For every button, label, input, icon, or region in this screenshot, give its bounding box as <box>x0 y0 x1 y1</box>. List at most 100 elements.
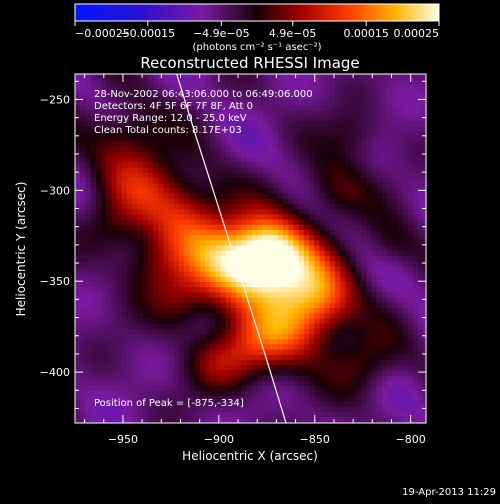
heatmap-cell <box>319 370 326 377</box>
heatmap-cell <box>371 360 378 366</box>
heatmap-cell <box>132 126 138 132</box>
heatmap-cell <box>413 84 419 91</box>
heatmap-cell <box>329 126 336 132</box>
heatmap-cell <box>179 162 185 169</box>
heatmap-cell <box>335 204 341 210</box>
heatmap-cell <box>241 84 248 91</box>
heatmap-cell <box>147 282 154 288</box>
heatmap-cell <box>355 172 362 179</box>
heatmap-cell <box>319 136 326 143</box>
heatmap-cell <box>277 323 284 330</box>
x-tick-label: −900 <box>204 433 234 446</box>
heatmap-cell <box>413 178 419 184</box>
heatmap-cell <box>257 209 263 215</box>
heatmap-cell <box>95 136 102 143</box>
heatmap-cell <box>407 256 414 262</box>
heatmap-cell <box>168 172 175 179</box>
heatmap-cell <box>371 391 378 397</box>
heatmap-cell <box>210 308 216 314</box>
heatmap-cell <box>106 365 112 371</box>
heatmap-cell <box>267 100 274 106</box>
heatmap-cell <box>303 245 310 252</box>
heatmap-cell <box>272 178 279 184</box>
heatmap-cell <box>194 250 201 257</box>
heatmap-cell <box>137 193 144 200</box>
heatmap-cell <box>121 167 128 174</box>
heatmap-cell <box>90 380 97 387</box>
heatmap-cell <box>376 162 383 169</box>
heatmap-cell <box>397 105 404 111</box>
heatmap-cell <box>309 198 315 205</box>
heatmap-cell <box>111 162 118 169</box>
heatmap-cell <box>418 406 424 413</box>
heatmap-cell <box>121 297 128 304</box>
heatmap-cell <box>85 198 92 205</box>
heatmap-cell <box>153 110 159 117</box>
heatmap-cell <box>225 224 232 231</box>
heatmap-cell <box>225 417 232 423</box>
heatmap-cell <box>298 360 305 366</box>
heatmap-cell <box>179 209 185 215</box>
heatmap-cell <box>121 110 128 117</box>
heatmap-cell <box>371 250 378 257</box>
heatmap-cell <box>241 240 248 247</box>
heatmap-cell <box>116 172 123 179</box>
heatmap-cell <box>189 391 196 397</box>
heatmap-cell <box>335 84 341 91</box>
heatmap-cell <box>355 152 362 158</box>
heatmap-cell <box>350 282 357 288</box>
heatmap-cell <box>277 313 284 319</box>
heatmap-cell <box>236 235 242 241</box>
heatmap-cell <box>132 198 138 205</box>
heatmap-cell <box>309 292 315 299</box>
heatmap-cell <box>272 79 279 85</box>
heatmap-cell <box>116 224 123 231</box>
heatmap-cell <box>205 297 211 304</box>
heatmap-cell <box>329 84 336 91</box>
heatmap-cell <box>241 417 248 423</box>
annotation-peak-position: Position of Peak = [-875,-334] <box>94 398 244 409</box>
heatmap-cell <box>267 105 274 111</box>
heatmap-cell <box>225 172 232 179</box>
heatmap-cell <box>184 417 190 423</box>
heatmap-cell <box>293 318 300 325</box>
heatmap-cell <box>298 250 305 257</box>
heatmap-cell <box>267 391 274 397</box>
heatmap-cell <box>267 417 274 423</box>
heatmap-cell <box>142 235 149 241</box>
heatmap-cell <box>251 100 258 106</box>
heatmap-cell <box>163 204 170 210</box>
heatmap-cell <box>116 136 123 143</box>
heatmap-cell <box>324 146 331 153</box>
heatmap-cell <box>173 115 180 122</box>
heatmap-cell <box>246 152 253 158</box>
heatmap-cell <box>116 131 123 137</box>
heatmap-cell <box>283 167 289 174</box>
heatmap-cell <box>111 89 118 96</box>
heatmap-cell <box>293 313 300 319</box>
heatmap-cell <box>121 146 128 153</box>
heatmap-cell <box>397 240 404 247</box>
heatmap-cell <box>189 198 196 205</box>
heatmap-cell <box>75 250 81 257</box>
heatmap-cell <box>319 276 326 283</box>
heatmap-cell <box>371 302 378 309</box>
heatmap-cell <box>402 282 409 288</box>
heatmap-cell <box>257 339 263 345</box>
heatmap-cell <box>345 209 352 215</box>
heatmap-cell <box>121 349 128 356</box>
heatmap-cell <box>179 79 185 85</box>
heatmap-cell <box>413 204 419 210</box>
heatmap-cell <box>423 100 426 106</box>
heatmap-cell <box>153 74 159 80</box>
heatmap-cell <box>75 266 81 273</box>
heatmap-cell <box>361 386 367 392</box>
heatmap-cell <box>251 365 258 371</box>
heatmap-cell <box>225 94 232 101</box>
heatmap-cell <box>392 287 398 293</box>
heatmap-cell <box>90 354 97 361</box>
heatmap-cell <box>205 74 211 80</box>
heatmap-cell <box>397 344 404 351</box>
heatmap-cell <box>90 126 97 132</box>
heatmap-cell <box>210 344 216 351</box>
